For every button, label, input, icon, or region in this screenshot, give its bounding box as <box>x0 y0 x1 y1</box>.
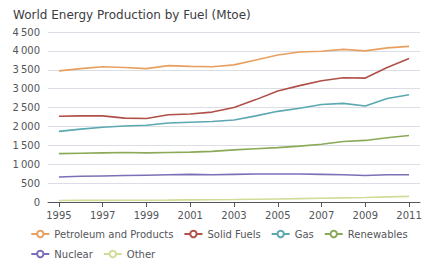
svg-text:2007: 2007 <box>309 210 334 221</box>
svg-text:Renewables: Renewables <box>348 229 408 240</box>
svg-text:Solid Fuels: Solid Fuels <box>207 229 260 240</box>
svg-text:1995: 1995 <box>46 210 71 221</box>
svg-text:2 000: 2 000 <box>13 121 40 132</box>
svg-text:2 500: 2 500 <box>13 102 40 113</box>
svg-text:4 500: 4 500 <box>13 27 40 38</box>
svg-text:500: 500 <box>21 178 40 189</box>
svg-text:2009: 2009 <box>353 210 378 221</box>
svg-text:2011: 2011 <box>396 210 421 221</box>
svg-text:2003: 2003 <box>221 210 246 221</box>
svg-text:3 000: 3 000 <box>13 83 40 94</box>
svg-text:1997: 1997 <box>90 210 115 221</box>
svg-text:2005: 2005 <box>265 210 290 221</box>
svg-text:Nuclear: Nuclear <box>54 249 93 260</box>
svg-text:2001: 2001 <box>178 210 203 221</box>
svg-text:1 000: 1 000 <box>13 159 40 170</box>
svg-text:0: 0 <box>34 197 40 208</box>
svg-text:Petroleum and Products: Petroleum and Products <box>54 229 173 240</box>
svg-text:3 500: 3 500 <box>13 64 40 75</box>
svg-text:1999: 1999 <box>134 210 159 221</box>
svg-text:1 500: 1 500 <box>13 140 40 151</box>
svg-text:World Energy Production by Fue: World Energy Production by Fuel (Mtoe) <box>13 8 251 22</box>
svg-text:Gas: Gas <box>295 229 314 240</box>
svg-text:Other: Other <box>127 249 156 260</box>
svg-text:4 000: 4 000 <box>13 45 40 56</box>
